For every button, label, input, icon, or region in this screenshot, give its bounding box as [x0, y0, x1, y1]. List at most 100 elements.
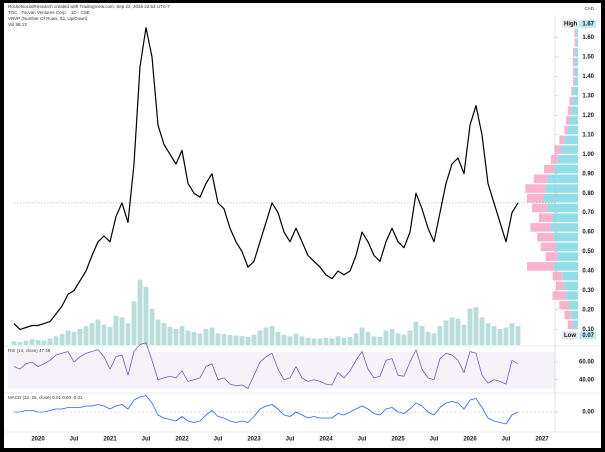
y-tick-label: 0.20 [582, 308, 594, 314]
volume-bar [389, 329, 395, 345]
volume-bar [257, 330, 263, 345]
volume-bar [83, 326, 89, 345]
volume-bar [485, 323, 491, 345]
volume-bar [155, 319, 161, 345]
volume-bar [323, 337, 329, 345]
volume-bar [473, 307, 479, 345]
volume-bar [497, 329, 503, 345]
volume-bar [77, 329, 83, 345]
volume-bar [293, 333, 299, 345]
symbol: TOC · Tocvan Ventures Corp. · 1D · CSE [8, 10, 90, 15]
x-tick-label: 2020 [31, 437, 45, 443]
x-tick-label: Jul [70, 437, 79, 443]
profile-up [569, 301, 578, 310]
volume-bar [167, 326, 173, 345]
profile-down [559, 135, 565, 145]
x-tick-label: 2026 [463, 437, 477, 443]
y-tick-label: 0.00 [582, 410, 594, 416]
y-tick-label: 0.40 [582, 269, 594, 275]
volume-bar [245, 337, 251, 345]
y-tick-label: 0.90 [582, 171, 594, 177]
volume-bar [317, 338, 323, 345]
macd-label: MACD (12, 26, close) 0.01 0.00 -0.01 [8, 395, 83, 400]
profile-down [555, 281, 565, 291]
volume-bar [89, 323, 95, 345]
y-tick-label: 1.10 [582, 132, 594, 138]
profile-down [572, 67, 575, 76]
profile-down [552, 291, 567, 300]
y-tick-label: 0.10 [582, 327, 594, 333]
profile-down [527, 193, 544, 203]
profile-down [564, 125, 568, 135]
profile-down [574, 28, 577, 38]
volume-bar [239, 336, 245, 345]
rsi-label: RSI (14, close) 47.48 [8, 348, 51, 353]
profile-down [552, 271, 563, 281]
profile-up [544, 193, 578, 203]
volume-bar [65, 330, 71, 345]
y-tick-label: 1.30 [582, 93, 594, 99]
volume-bar [503, 327, 509, 345]
profile-up [571, 106, 578, 115]
volume-bar [461, 324, 467, 345]
x-tick-label: Jul [142, 437, 151, 443]
x-tick-label: Jul [214, 437, 223, 443]
profile-down [545, 252, 558, 261]
volume-bar [203, 329, 209, 345]
profile-down [540, 242, 556, 252]
volume-bar [137, 279, 143, 345]
volume-bar [419, 326, 425, 345]
profile-down [564, 310, 572, 320]
high-badge [562, 19, 578, 28]
low-value: 0.07 [582, 333, 594, 339]
profile-up [562, 271, 578, 281]
profile-up [567, 125, 578, 135]
x-tick-label: Jul [358, 437, 367, 443]
volume-bar [365, 331, 371, 345]
volume-bar [191, 331, 197, 345]
profile-down [567, 106, 572, 115]
volume-bar [371, 336, 377, 345]
currency: CAD [584, 6, 594, 11]
volume-bar [401, 334, 407, 345]
profile-down [544, 164, 555, 174]
volume-bar [143, 286, 149, 345]
volume-bar [437, 326, 443, 345]
y-tick-label: 0.80 [582, 191, 594, 197]
volume-bar [149, 308, 155, 345]
volume-bar [125, 323, 131, 345]
profile-up [550, 223, 578, 232]
volume-bar [47, 338, 53, 345]
y-tick-label: 1.20 [582, 113, 594, 119]
profile-up [576, 28, 578, 38]
y-tick-label: 0.30 [582, 288, 594, 294]
volume-bar [251, 334, 257, 345]
x-tick-label: 2027 [535, 437, 549, 443]
profile-down [569, 96, 573, 106]
x-tick-label: 2021 [103, 437, 117, 443]
volume-bar [311, 338, 317, 345]
volume-bar [23, 340, 29, 345]
profile-up [554, 164, 578, 174]
volume-bar [455, 318, 461, 345]
volume-bar [449, 317, 455, 345]
volume-bar [413, 321, 419, 345]
high-badge-label: High [564, 21, 578, 27]
profile-up [547, 203, 578, 213]
volume-bar [425, 331, 431, 345]
volume-bar [335, 336, 341, 345]
volume-bar [341, 337, 347, 345]
volume-bar [281, 334, 287, 345]
volume-bar [185, 330, 191, 345]
profile-down [572, 57, 575, 67]
profile-up [555, 242, 578, 252]
x-tick-label: 2024 [319, 437, 333, 443]
high-value: 1.67 [582, 21, 594, 27]
volume-bar [275, 331, 281, 345]
profile-down [537, 232, 555, 242]
profile-up [552, 213, 578, 222]
volume-bar [215, 333, 221, 345]
profile-down [533, 174, 548, 184]
volume-bar [287, 336, 293, 345]
